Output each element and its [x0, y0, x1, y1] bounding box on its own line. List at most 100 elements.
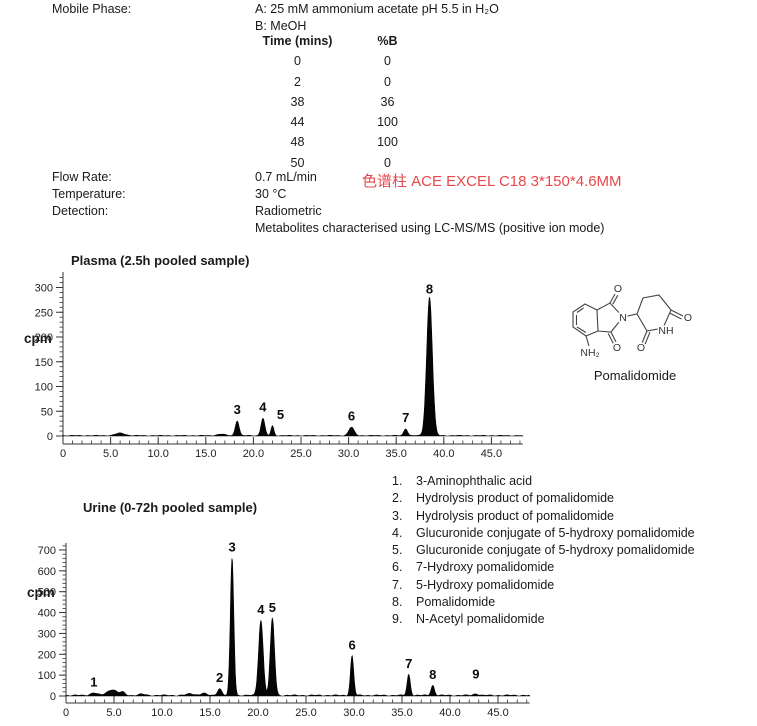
svg-text:7: 7 — [405, 656, 412, 671]
benzene-double-bond — [576, 307, 584, 313]
svg-text:25.0: 25.0 — [290, 448, 311, 460]
gradient-cell-percent-b: 100 — [377, 135, 398, 150]
structure-caption: Pomalidomide — [593, 368, 677, 383]
svg-text:0: 0 — [50, 691, 56, 703]
svg-text:45.0: 45.0 — [487, 707, 508, 719]
gradient-header-time: Time (mins) — [262, 34, 333, 48]
svg-text:20.0: 20.0 — [243, 448, 264, 460]
svg-text:9: 9 — [472, 666, 479, 681]
svg-text:100: 100 — [38, 670, 56, 682]
svg-text:45.0: 45.0 — [481, 448, 502, 460]
carbonyl-bond — [607, 333, 614, 344]
gradient-cell-time: 0 — [294, 54, 301, 69]
svg-text:10.0: 10.0 — [147, 448, 168, 460]
nitrogen-atom-label: N — [619, 312, 627, 324]
oxygen-atom-label: O — [614, 283, 622, 295]
flow-rate-label: Flow Rate: — [52, 170, 112, 184]
detection-label: Detection: — [52, 204, 109, 218]
metabolite-name: Glucuronide conjugate of 5-hydroxy pomal… — [416, 525, 695, 540]
svg-text:1: 1 — [90, 674, 97, 689]
metabolite-list: 1. 3-Aminophthalic acid 2. Hydrolysis pr… — [392, 473, 695, 629]
svg-text:40.0: 40.0 — [433, 448, 454, 460]
gradient-table-row: 2 0 — [245, 72, 425, 92]
metabolite-name: Glucuronide conjugate of 5-hydroxy pomal… — [416, 543, 695, 558]
nh-atom-label: NH — [658, 325, 673, 337]
svg-text:2: 2 — [216, 670, 223, 685]
detection-value: Radiometric — [255, 204, 322, 218]
svg-text:4: 4 — [259, 400, 267, 415]
urine-chromatogram: 0 5.0 10.0 15.0 20.0 25.0 30.0 35.0 40.0 45.0 0 100… — [38, 539, 531, 719]
svg-text:500: 500 — [38, 587, 56, 599]
svg-text:6: 6 — [348, 637, 355, 652]
carbonyl-bond — [669, 312, 682, 320]
oxygen-atom-label: O — [637, 342, 645, 354]
gradient-table-row: 50 0 — [245, 153, 425, 173]
svg-text:400: 400 — [38, 608, 56, 620]
svg-text:8: 8 — [429, 667, 436, 682]
oxygen-atom-label: O — [613, 342, 621, 354]
svg-text:6: 6 — [348, 409, 355, 424]
svg-text:250: 250 — [35, 307, 53, 319]
svg-text:8: 8 — [426, 281, 433, 296]
mobile-phase-b: B: MeOH — [255, 19, 307, 33]
oxygen-atom-label: O — [684, 312, 692, 324]
pomalidomide-structure: O O N O O NH NH₂ — [572, 282, 694, 361]
svg-text:35.0: 35.0 — [391, 707, 412, 719]
svg-text:3: 3 — [234, 402, 241, 417]
metabolite-list-item: 9. N-Acetyl pomalidomide — [392, 611, 695, 628]
gradient-table-row: 38 36 — [245, 92, 425, 112]
gradient-cell-time: 44 — [290, 115, 305, 130]
svg-text:50: 50 — [41, 406, 53, 418]
flow-rate-value: 0.7 mL/min — [255, 170, 317, 184]
gradient-table-header: Time (mins) %B — [245, 31, 425, 51]
svg-text:25.0: 25.0 — [295, 707, 316, 719]
gradient-table-row: 44 100 — [245, 112, 425, 132]
svg-text:700: 700 — [38, 545, 56, 557]
metabolite-list-item: 3. Hydrolysis product of pomalidomide — [392, 508, 695, 525]
mobile-phase-a: A: 25 mM ammonium acetate pH 5.5 in H₂O — [255, 2, 499, 16]
svg-text:30.0: 30.0 — [343, 707, 364, 719]
metabolite-number: 8. — [392, 595, 403, 610]
gradient-cell-time: 48 — [290, 135, 305, 150]
metabolite-list-item: 7. 5-Hydroxy pomalidomide — [392, 577, 695, 594]
carbonyl-bond — [609, 293, 616, 304]
carbonyl-bond — [610, 331, 617, 343]
svg-text:30.0: 30.0 — [338, 448, 359, 460]
gradient-cell-time: 50 — [290, 155, 305, 170]
gradient-table-row: 48 100 — [245, 132, 425, 152]
svg-text:15.0: 15.0 — [199, 707, 220, 719]
gradient-cell-time: 2 — [294, 74, 301, 89]
carbonyl-bond — [641, 330, 648, 344]
svg-text:5.0: 5.0 — [103, 448, 118, 460]
metabolite-name: 5-Hydroxy pomalidomide — [416, 577, 555, 592]
carbonyl-bond — [644, 331, 651, 345]
svg-text:0: 0 — [63, 707, 69, 719]
metabolite-number: 7. — [392, 577, 403, 592]
metabolite-name: Hydrolysis product of pomalidomide — [416, 508, 615, 523]
svg-text:0: 0 — [60, 448, 66, 460]
metabolite-list-item: 2. Hydrolysis product of pomalidomide — [392, 490, 695, 507]
svg-text:4: 4 — [257, 602, 265, 617]
carbonyl-bond — [612, 294, 619, 305]
svg-text:300: 300 — [35, 283, 53, 295]
svg-text:600: 600 — [38, 566, 56, 578]
metabolite-list-item: 6. 7-Hydroxy pomalidomide — [392, 559, 695, 576]
detection-note: Metabolites characterised using LC-MS/MS… — [255, 221, 605, 235]
metabolite-number: 5. — [392, 543, 403, 558]
gradient-table: Time (mins) %B 0 0 2 0 38 36 — [245, 31, 425, 173]
metabolite-number: 6. — [392, 560, 403, 575]
metabolite-list-item: 8. Pomalidomide — [392, 594, 695, 611]
gradient-cell-percent-b: 100 — [377, 115, 398, 130]
column-annotation: 色谱柱 ACE EXCEL C18 3*150*4.6MM — [362, 173, 622, 190]
gradient-cell-percent-b: 36 — [380, 94, 395, 109]
gradient-header-percent-b: %B — [377, 34, 398, 48]
urine-chart-title: Urine (0-72h pooled sample) — [83, 500, 258, 515]
metabolite-name: 7-Hydroxy pomalidomide — [416, 560, 555, 575]
metabolite-number: 2. — [392, 491, 403, 506]
svg-text:20.0: 20.0 — [247, 707, 268, 719]
metabolite-name: Pomalidomide — [416, 595, 496, 610]
gradient-cell-time: 38 — [290, 94, 305, 109]
temperature-label: Temperature: — [52, 187, 126, 201]
svg-text:3: 3 — [228, 539, 235, 554]
